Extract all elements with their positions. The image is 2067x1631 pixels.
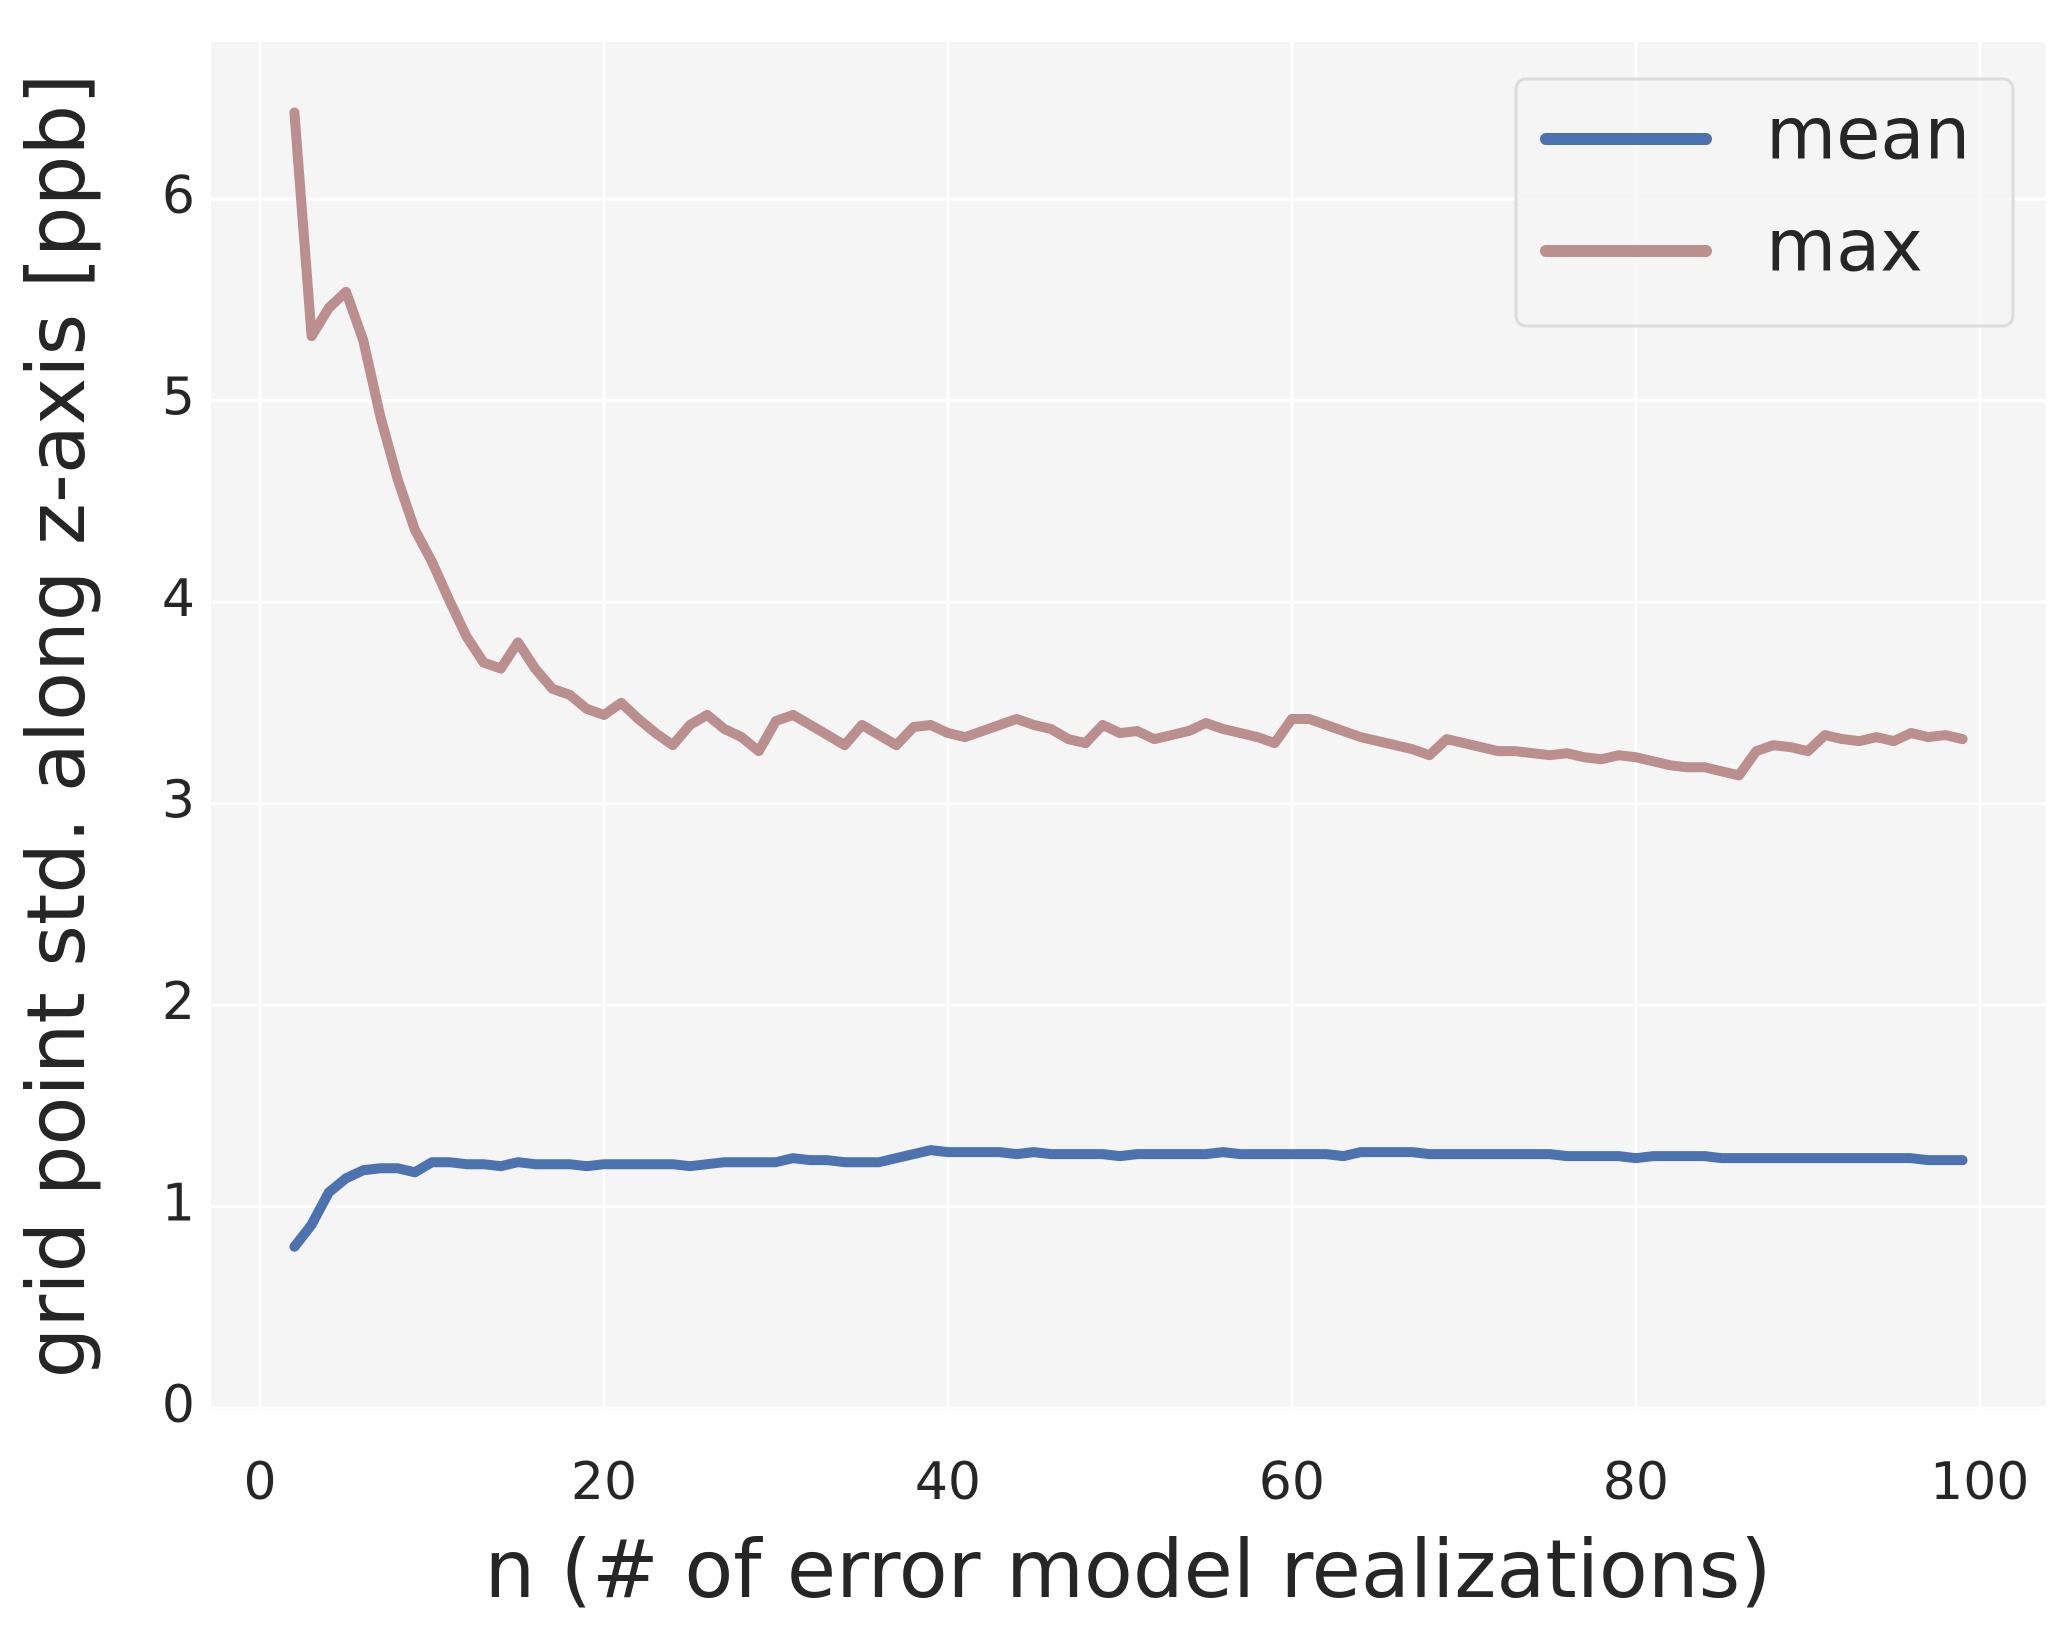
y-tick-label: 3 (162, 771, 195, 831)
y-tick-label: 4 (162, 569, 195, 629)
x-tick-label: 80 (1603, 1452, 1669, 1512)
legend-label: mean (1766, 92, 1970, 176)
y-tick-label: 5 (162, 368, 195, 428)
y-tick-label: 6 (162, 166, 195, 226)
x-tick-label: 0 (243, 1452, 276, 1512)
x-tick-label: 100 (1930, 1452, 2029, 1512)
x-axis-label: n (# of error model realizations) (485, 1523, 1772, 1616)
x-tick-label: 40 (915, 1452, 981, 1512)
legend-label: max (1766, 204, 1923, 288)
y-tick-label: 2 (162, 972, 195, 1032)
line (289, 1145, 1968, 1252)
line (289, 107, 1968, 781)
y-axis-label: grid point std. along z-axis [ppb] (10, 74, 103, 1379)
x-tick-label: 20 (571, 1452, 637, 1512)
y-tick-label: 1 (162, 1174, 195, 1234)
x-tick-label: 60 (1259, 1452, 1325, 1512)
y-tick-label: 0 (162, 1375, 195, 1435)
